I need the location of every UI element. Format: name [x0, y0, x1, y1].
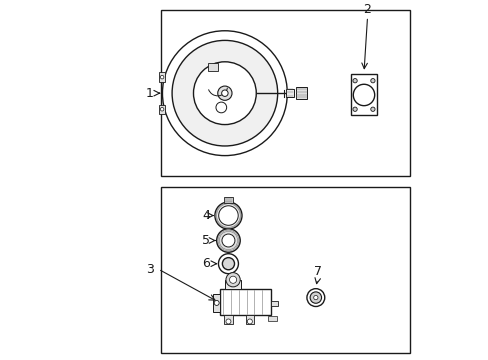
Circle shape — [216, 229, 240, 252]
Circle shape — [214, 301, 219, 305]
Circle shape — [225, 273, 240, 287]
Bar — [285, 89, 293, 97]
Text: 4: 4 — [202, 209, 210, 222]
Bar — [225, 280, 241, 289]
Circle shape — [217, 86, 231, 100]
Circle shape — [352, 78, 357, 83]
Circle shape — [222, 258, 234, 270]
Circle shape — [214, 202, 242, 229]
Circle shape — [160, 75, 163, 79]
Circle shape — [193, 62, 256, 125]
Circle shape — [370, 78, 374, 83]
Text: 5: 5 — [202, 234, 210, 247]
Text: 1: 1 — [145, 87, 153, 100]
Circle shape — [306, 289, 324, 306]
Circle shape — [313, 296, 317, 300]
Bar — [350, 75, 377, 116]
Bar — [271, 301, 278, 306]
Bar — [159, 72, 165, 82]
Circle shape — [229, 276, 236, 283]
Text: 2: 2 — [363, 3, 371, 16]
Bar — [161, 187, 409, 353]
Bar — [245, 315, 254, 324]
Bar — [159, 105, 165, 114]
Circle shape — [172, 40, 277, 146]
Circle shape — [225, 319, 230, 324]
Bar — [161, 10, 409, 176]
Circle shape — [218, 206, 238, 225]
Circle shape — [221, 90, 227, 96]
Circle shape — [309, 292, 321, 303]
Circle shape — [222, 234, 234, 247]
Circle shape — [352, 84, 374, 106]
Bar — [295, 87, 306, 99]
Bar — [219, 289, 271, 315]
Bar — [213, 294, 220, 312]
Text: 7: 7 — [313, 265, 321, 278]
Bar — [224, 315, 232, 324]
Circle shape — [352, 107, 357, 111]
Circle shape — [160, 107, 163, 111]
Bar — [207, 63, 217, 71]
Circle shape — [218, 254, 238, 274]
Circle shape — [162, 31, 287, 156]
Bar — [267, 316, 276, 321]
Circle shape — [370, 107, 374, 111]
Text: 6: 6 — [202, 257, 210, 270]
Circle shape — [247, 319, 252, 324]
Circle shape — [216, 102, 226, 113]
Text: 3: 3 — [145, 262, 153, 275]
Bar — [224, 197, 232, 203]
